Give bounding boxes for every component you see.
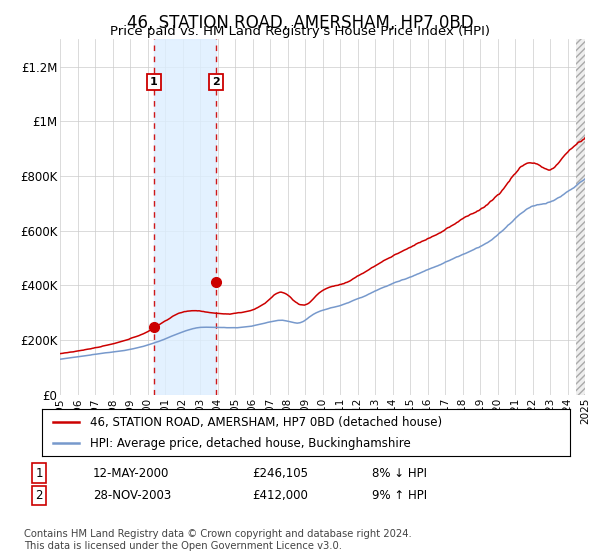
Text: Price paid vs. HM Land Registry's House Price Index (HPI): Price paid vs. HM Land Registry's House …	[110, 25, 490, 38]
Text: Contains HM Land Registry data © Crown copyright and database right 2024.
This d: Contains HM Land Registry data © Crown c…	[24, 529, 412, 551]
Text: 46, STATION ROAD, AMERSHAM, HP7 0BD: 46, STATION ROAD, AMERSHAM, HP7 0BD	[127, 14, 473, 32]
Text: HPI: Average price, detached house, Buckinghamshire: HPI: Average price, detached house, Buck…	[89, 437, 410, 450]
Bar	[576, 39, 600, 395]
Text: £412,000: £412,000	[252, 489, 308, 502]
Text: 1: 1	[35, 466, 43, 480]
Text: 2: 2	[212, 77, 220, 87]
Text: 2: 2	[35, 489, 43, 502]
Text: 12-MAY-2000: 12-MAY-2000	[93, 466, 169, 480]
Text: 28-NOV-2003: 28-NOV-2003	[93, 489, 171, 502]
Bar	[576, 39, 600, 395]
Bar	[154, 39, 216, 395]
Text: 46, STATION ROAD, AMERSHAM, HP7 0BD (detached house): 46, STATION ROAD, AMERSHAM, HP7 0BD (det…	[89, 416, 442, 428]
Text: 8% ↓ HPI: 8% ↓ HPI	[372, 466, 427, 480]
Text: 1: 1	[150, 77, 158, 87]
Text: 9% ↑ HPI: 9% ↑ HPI	[372, 489, 427, 502]
Text: £246,105: £246,105	[252, 466, 308, 480]
